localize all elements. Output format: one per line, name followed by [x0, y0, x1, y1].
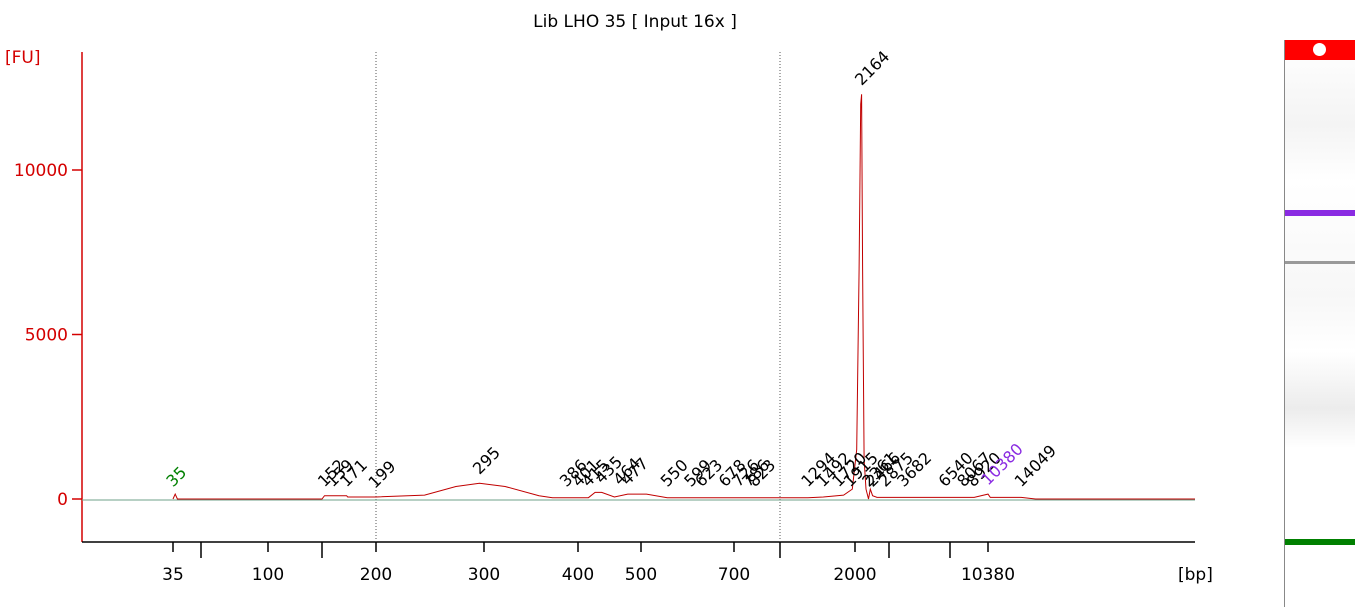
- dotted-markers: [375, 52, 781, 542]
- y-axis-label: [FU]: [5, 48, 41, 68]
- x-tick-label: 300: [468, 565, 500, 585]
- peak-label: 199: [364, 457, 399, 492]
- x-tick-label: 2000: [833, 565, 876, 585]
- tick-group: 0 5000 10000 35 100 200 300 400 500 700 2000 10380: [14, 161, 1015, 585]
- gel-band: [1285, 261, 1355, 264]
- x-tick-label: 500: [625, 565, 657, 585]
- y-tick-label: 10000: [14, 161, 68, 181]
- y-tick-label: 0: [57, 490, 68, 510]
- peak-label: 295: [469, 443, 504, 478]
- series-group: [172, 94, 1195, 500]
- x-tick-label: 200: [360, 565, 392, 585]
- y-tick-label: 5000: [25, 326, 68, 346]
- series-line: [172, 94, 1195, 500]
- x-tick-label: 700: [718, 565, 750, 585]
- peak-label: 2164: [851, 47, 893, 89]
- lane-marker-icon: [1313, 43, 1326, 56]
- chart-title: Lib LHO 35 [ Input 16x ]: [533, 12, 737, 32]
- x-tick-label: 35: [162, 565, 184, 585]
- gel-band: [1285, 539, 1355, 545]
- x-tick-label: 10380: [961, 565, 1015, 585]
- x-tick-label: 400: [562, 565, 594, 585]
- x-axis-label: [bp]: [1178, 565, 1213, 585]
- x-tick-label: 100: [252, 565, 284, 585]
- gel-lane: [1284, 40, 1355, 607]
- peak-label: 35: [162, 463, 190, 491]
- gel-lane-header: [1285, 40, 1355, 60]
- gel-band: [1285, 210, 1355, 216]
